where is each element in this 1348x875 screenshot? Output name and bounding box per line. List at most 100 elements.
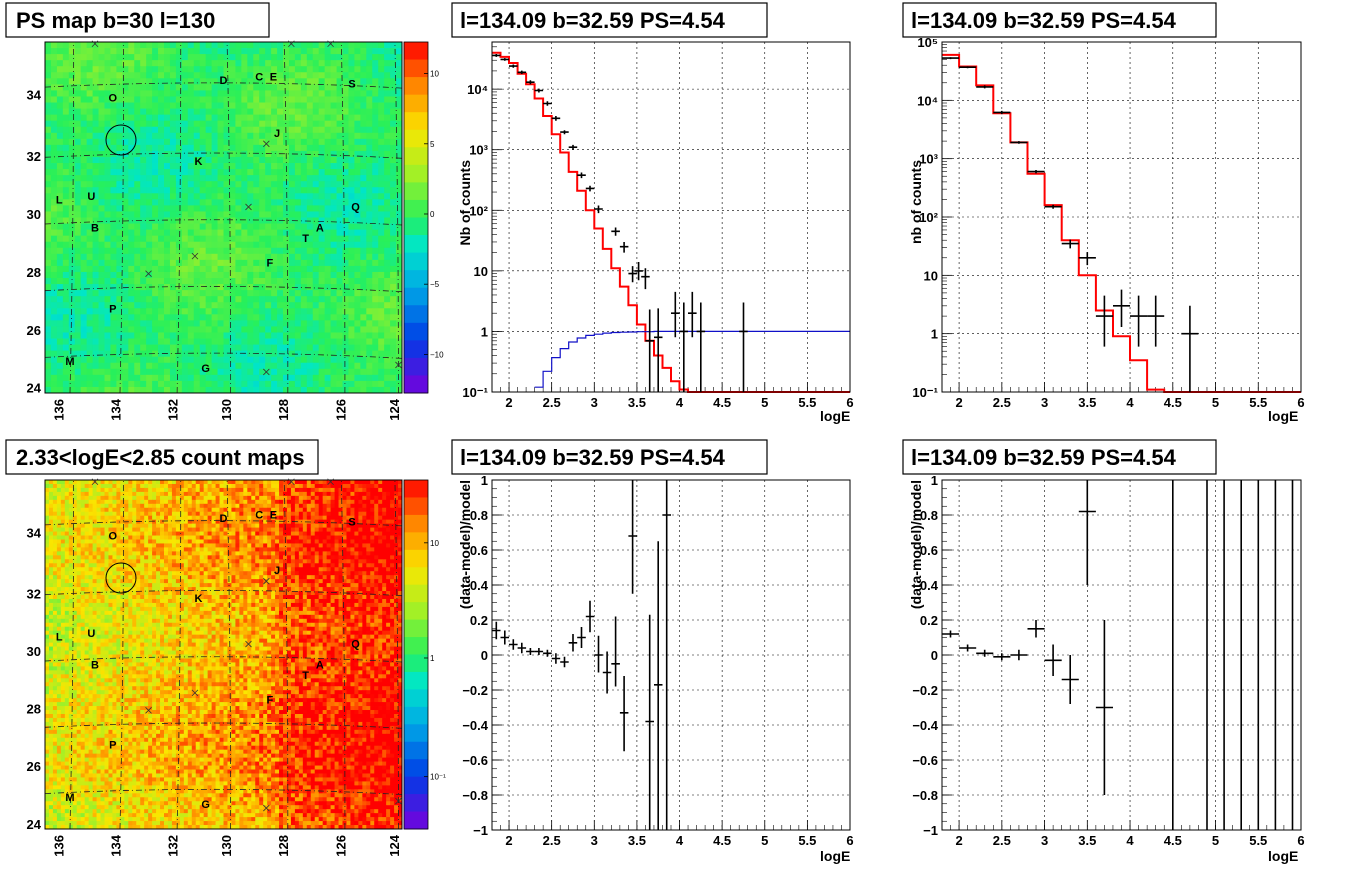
- map-cell: [98, 253, 105, 261]
- map-cell: [390, 265, 397, 273]
- map-cell: [265, 356, 272, 364]
- map-cell: [290, 535, 296, 540]
- map-cell: [205, 126, 212, 134]
- map-cell: [279, 515, 284, 521]
- map-cell: [110, 302, 117, 309]
- map-cell: [146, 320, 153, 327]
- map-cell: [92, 90, 99, 97]
- map-cell: [312, 90, 320, 97]
- map-cell: [86, 308, 93, 315]
- map-cell: [378, 350, 385, 358]
- map-cell: [288, 90, 296, 97]
- map-cell: [247, 84, 254, 91]
- map-cell: [205, 96, 212, 103]
- map-cell: [164, 187, 171, 194]
- map-cell: [334, 531, 339, 536]
- map-cell: [191, 515, 197, 521]
- map-cell: [207, 527, 212, 532]
- map-cell: [342, 278, 349, 285]
- map-cell: [370, 519, 375, 525]
- map-cell: [229, 193, 236, 200]
- map-cell: [223, 320, 230, 327]
- map-cell: [74, 72, 82, 79]
- map-cell: [146, 199, 153, 206]
- map-cell: [68, 48, 76, 55]
- map-cell: [175, 132, 183, 140]
- map-cell: [235, 499, 240, 505]
- map-cell: [92, 84, 99, 91]
- map-cell: [193, 235, 201, 243]
- map-cell: [288, 102, 296, 109]
- map-cell: [187, 344, 195, 352]
- map-cell: [223, 199, 230, 206]
- map-cell: [386, 531, 391, 536]
- map-cell: [110, 187, 117, 194]
- map-cell: [56, 344, 64, 352]
- map-cell: [324, 54, 331, 61]
- map-cell: [312, 126, 320, 134]
- map-cell: [322, 535, 328, 540]
- map-cell: [300, 241, 308, 249]
- map-cell: [199, 356, 207, 364]
- map-cell: [134, 278, 141, 285]
- map-cell: [158, 72, 165, 79]
- map-cell: [96, 519, 101, 525]
- map-cell: [390, 229, 397, 237]
- map-cell: [62, 193, 70, 200]
- map-cell: [314, 483, 320, 489]
- map-cell: [247, 223, 254, 230]
- map-cell: [140, 483, 145, 489]
- map-cell: [181, 211, 189, 218]
- map-cell: [384, 320, 391, 327]
- map-cell: [140, 72, 147, 79]
- map-cell: [390, 487, 395, 493]
- map-cell: [146, 169, 153, 176]
- map-cell: [92, 338, 99, 345]
- map-cell: [164, 144, 171, 152]
- map-cell: [253, 362, 260, 370]
- map-cell: [187, 539, 193, 544]
- map-cell: [396, 72, 403, 79]
- map-cell: [300, 362, 308, 370]
- map-cell: [72, 503, 78, 509]
- map-cell: [199, 507, 205, 513]
- map-cell: [277, 175, 284, 182]
- map-cell: [80, 523, 86, 528]
- map-cell: [164, 539, 169, 544]
- map-cell: [211, 386, 218, 394]
- map-cell: [318, 535, 324, 540]
- map-cell: [169, 72, 177, 79]
- map-cell: [122, 54, 129, 61]
- map-cell: [193, 271, 201, 279]
- map-cell: [283, 132, 290, 140]
- map-cell: [122, 175, 129, 182]
- map-cell: [241, 211, 248, 218]
- map-cell: [84, 495, 90, 501]
- map-cell: [312, 72, 320, 79]
- map-cell: [235, 535, 240, 540]
- map-cell: [171, 535, 177, 540]
- map-cell: [247, 480, 252, 485]
- map-cell: [175, 380, 183, 388]
- map-cell: [205, 120, 212, 128]
- map-cell: [235, 338, 242, 345]
- map-cell: [336, 259, 343, 267]
- map-cell: [255, 480, 260, 485]
- map-cell: [251, 519, 256, 525]
- map-cell: [312, 187, 320, 194]
- map-cell: [98, 150, 105, 158]
- map-cell: [229, 144, 236, 152]
- map-cell: [300, 380, 308, 388]
- map-x-tick-label: 134: [108, 398, 123, 420]
- map-cell: [45, 350, 52, 358]
- map-cell: [360, 96, 367, 103]
- map-cell: [45, 253, 52, 261]
- map-cell: [104, 138, 111, 146]
- map-cell: [318, 241, 326, 249]
- map-cell: [140, 308, 147, 315]
- map-cell: [318, 144, 326, 152]
- map-cell: [203, 483, 209, 489]
- map-cell: [372, 368, 379, 376]
- map-cell: [146, 229, 153, 237]
- map-cell: [48, 483, 54, 489]
